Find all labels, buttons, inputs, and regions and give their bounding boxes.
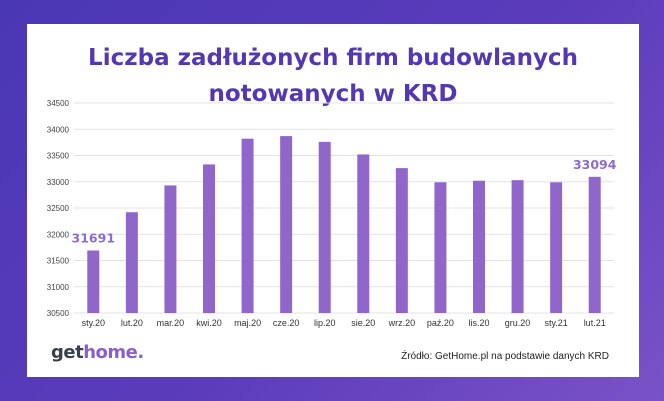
x-tick-label: maj.20 bbox=[234, 318, 261, 328]
y-tick-label: 32500 bbox=[47, 204, 70, 213]
y-tick-label: 30500 bbox=[47, 309, 70, 318]
data-label: 31691 bbox=[72, 230, 116, 245]
logo-text-get: get bbox=[51, 342, 84, 363]
x-tick-label: lut.21 bbox=[584, 318, 606, 328]
x-tick-label: sie.20 bbox=[351, 318, 375, 328]
logo-text-home: home bbox=[83, 342, 138, 363]
x-tick-label: kwi.20 bbox=[196, 318, 222, 328]
bar bbox=[318, 141, 331, 313]
bar bbox=[164, 185, 177, 313]
gethome-logo: gethome. bbox=[51, 342, 144, 363]
bar bbox=[550, 182, 563, 313]
y-tick-label: 34000 bbox=[47, 125, 70, 134]
y-tick-label: 34500 bbox=[47, 99, 70, 108]
y-tick-label: 31000 bbox=[47, 283, 70, 292]
y-tick-label: 33000 bbox=[47, 178, 70, 187]
y-tick-label: 33500 bbox=[47, 152, 70, 161]
logo-text-dot: . bbox=[137, 342, 144, 363]
bar bbox=[87, 250, 100, 313]
source-note: Źródło: GetHome.pl na podstawie danych K… bbox=[401, 351, 609, 362]
bar bbox=[125, 212, 138, 313]
y-tick-label: 31500 bbox=[47, 257, 70, 266]
x-tick-label: lut.20 bbox=[121, 318, 143, 328]
chart-title: Liczba zadłużonych firm budowlanych noto… bbox=[27, 40, 639, 112]
bar bbox=[280, 136, 293, 313]
bar bbox=[473, 180, 485, 313]
bar bbox=[241, 138, 254, 313]
x-tick-label: cze.20 bbox=[273, 318, 300, 328]
bar bbox=[511, 180, 524, 313]
bar bbox=[434, 182, 447, 313]
x-tick-label: lip.20 bbox=[314, 318, 336, 328]
x-tick-label: mar.20 bbox=[157, 318, 185, 328]
x-tick-label: wrz.20 bbox=[388, 318, 416, 328]
bar bbox=[203, 164, 215, 313]
bar-chart: 30500 31000 31500 32000 32500 33000 33500 34000… bbox=[47, 99, 617, 328]
x-tick-label: lis.20 bbox=[468, 318, 489, 328]
chart-card: Liczba zadłużonych firm budowlanych noto… bbox=[27, 24, 639, 377]
bar bbox=[395, 168, 408, 313]
bar bbox=[357, 154, 370, 313]
y-tick-label: 32000 bbox=[47, 230, 70, 239]
data-label: 33094 bbox=[573, 157, 617, 172]
bar bbox=[588, 176, 601, 313]
x-tick-label: gru.20 bbox=[505, 318, 531, 328]
chart-title-line-1: Liczba zadłużonych firm budowlanych bbox=[88, 45, 578, 71]
x-tick-label: sty.20 bbox=[82, 318, 105, 328]
x-tick-label: sty.21 bbox=[544, 318, 567, 328]
x-tick-label: paź.20 bbox=[427, 318, 454, 328]
